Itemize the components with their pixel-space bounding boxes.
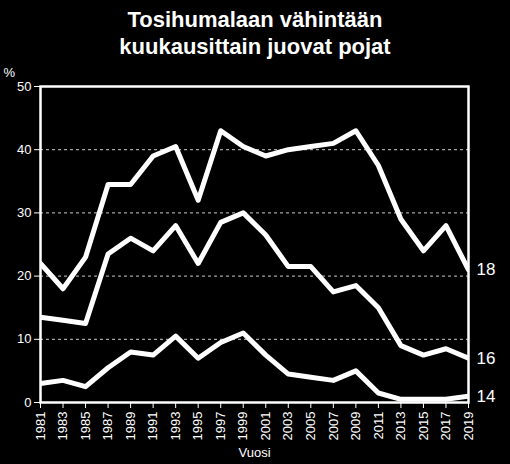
svg-text:1993: 1993 <box>168 412 183 441</box>
svg-text:1981: 1981 <box>33 412 48 441</box>
svg-text:10: 10 <box>17 331 31 346</box>
svg-text:40: 40 <box>17 142 31 157</box>
svg-text:2007: 2007 <box>326 412 341 441</box>
svg-text:2013: 2013 <box>393 412 408 441</box>
svg-text:2003: 2003 <box>280 412 295 441</box>
svg-text:1983: 1983 <box>55 412 70 441</box>
svg-text:2011: 2011 <box>371 412 386 440</box>
svg-text:1995: 1995 <box>190 412 205 441</box>
svg-text:2017: 2017 <box>438 412 453 441</box>
svg-text:1987: 1987 <box>100 412 115 441</box>
svg-text:18: 18 <box>477 260 496 279</box>
svg-text:2009: 2009 <box>348 412 363 441</box>
html-text:Tosihumalaan vähintään kuukaus: Tosihumalaan vähintään kuukausittain juo… <box>119 7 391 59</box>
svg-text:20: 20 <box>17 268 31 283</box>
svg-text:1985: 1985 <box>78 412 93 441</box>
svg-text:1997: 1997 <box>213 412 228 441</box>
svg-text:2001: 2001 <box>258 412 273 441</box>
svg-text:Vuosi: Vuosi <box>238 445 270 459</box>
svg-text:1991: 1991 <box>145 412 160 441</box>
svg-text:50: 50 <box>17 79 31 94</box>
svg-text:16: 16 <box>477 349 496 368</box>
svg-text:0: 0 <box>24 395 31 410</box>
svg-text:2015: 2015 <box>416 412 431 441</box>
svg-text:1999: 1999 <box>235 412 250 441</box>
svg-text:2019: 2019 <box>461 412 476 441</box>
svg-text:%: % <box>4 65 16 80</box>
svg-text:2005: 2005 <box>303 412 318 441</box>
svg-text:1989: 1989 <box>123 412 138 441</box>
svg-text:30: 30 <box>17 205 31 220</box>
svg-text:14: 14 <box>477 387 496 406</box>
